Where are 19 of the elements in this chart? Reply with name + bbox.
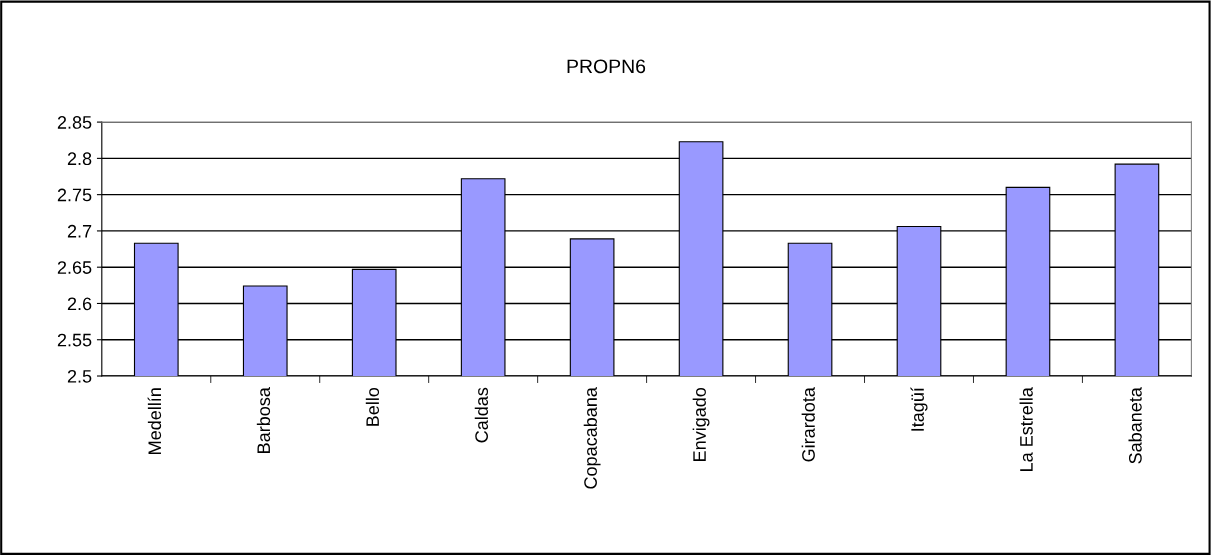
y-tick-label: 2.7 [67,224,92,238]
x-tick-label: Barbosa [256,387,271,453]
y-tick-label: 2.55 [57,333,92,347]
x-tick-label: Girardota [801,387,815,462]
y-tick-label: 2.5 [67,369,92,383]
y-tick-label: 2.6 [67,297,92,311]
x-tick-label: La Estrella [1019,387,1033,471]
y-tick-label: 2.8 [67,152,92,166]
y-tick-label: 2.75 [57,188,92,202]
x-tick-label: Bello [365,387,380,426]
x-tick-label: Sabaneta [1128,387,1142,464]
x-tick-label: Caldas [474,387,489,443]
x-tick-label: Copacabana [583,387,601,489]
y-tick-label: 2.65 [57,261,92,274]
chart-title: PROPN6 [567,59,646,74]
x-tick-label: Envigado [692,387,710,461]
y-tick-label: 2.85 [57,116,92,129]
x-tick-label: Medellín [147,388,162,454]
x-tick-label: Itagüí [910,387,928,431]
